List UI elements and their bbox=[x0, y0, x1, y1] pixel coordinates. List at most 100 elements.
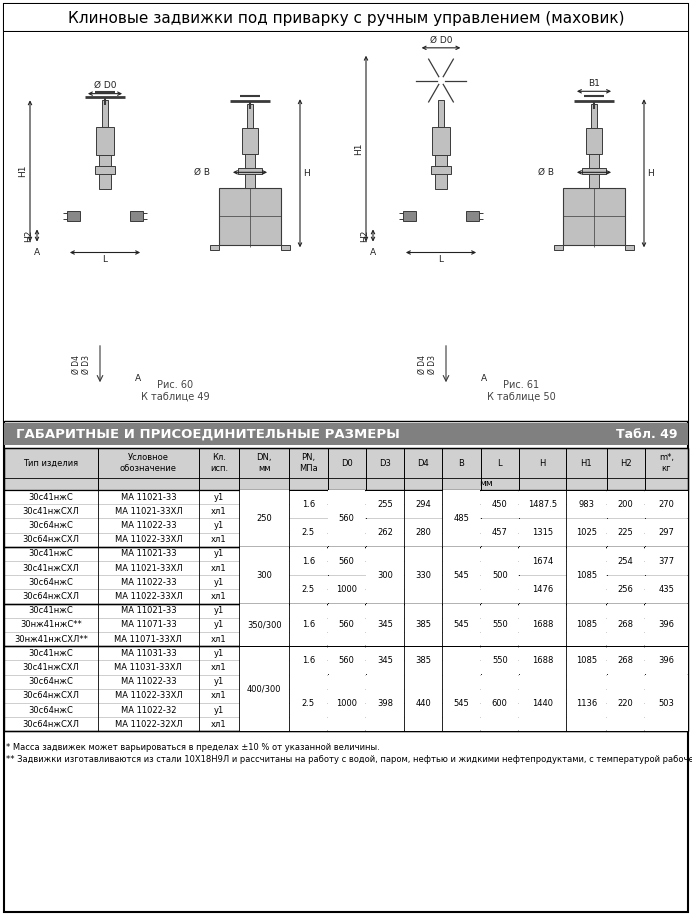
Text: МА 11022-32: МА 11022-32 bbox=[120, 705, 176, 714]
Text: у1: у1 bbox=[214, 578, 224, 587]
Text: Рис. 61
К таблице 50: Рис. 61 К таблице 50 bbox=[486, 380, 556, 402]
Bar bbox=[405, 604, 442, 646]
Bar bbox=[210, 245, 219, 250]
Text: 1674: 1674 bbox=[532, 557, 553, 565]
Text: A: A bbox=[135, 374, 141, 383]
Text: 30с41нжС: 30с41нжС bbox=[28, 493, 73, 502]
Bar bbox=[481, 518, 518, 546]
Text: 1085: 1085 bbox=[576, 620, 597, 629]
Bar bbox=[437, 100, 444, 127]
Bar bbox=[96, 127, 113, 156]
Text: мм: мм bbox=[480, 479, 493, 488]
Bar bbox=[481, 490, 518, 518]
Bar bbox=[247, 104, 253, 127]
Text: 2.5: 2.5 bbox=[302, 529, 315, 537]
Text: 30с41нжСХЛ: 30с41нжСХЛ bbox=[23, 507, 80, 516]
Bar bbox=[481, 604, 518, 646]
Text: хл1: хл1 bbox=[211, 692, 227, 701]
Text: H2: H2 bbox=[24, 229, 33, 242]
Text: 500: 500 bbox=[492, 571, 508, 580]
Bar bbox=[520, 518, 566, 546]
Text: Ø B: Ø B bbox=[538, 168, 554, 177]
Text: 385: 385 bbox=[415, 656, 431, 665]
Text: хл1: хл1 bbox=[211, 535, 227, 544]
Text: B: B bbox=[459, 459, 464, 467]
Text: Ø D4: Ø D4 bbox=[72, 354, 81, 374]
Text: МА 11022-33ХЛ: МА 11022-33ХЛ bbox=[114, 535, 182, 544]
Bar bbox=[281, 245, 291, 250]
Text: L: L bbox=[498, 459, 502, 467]
Text: 1000: 1000 bbox=[336, 585, 357, 594]
Text: DN,
мм: DN, мм bbox=[257, 453, 272, 473]
Text: 270: 270 bbox=[659, 500, 675, 508]
Bar bbox=[435, 156, 447, 189]
Circle shape bbox=[437, 76, 446, 85]
Bar bbox=[102, 100, 109, 127]
Text: 30с64нжСХЛ: 30с64нжСХЛ bbox=[22, 535, 80, 544]
Text: 30с64нжСХЛ: 30с64нжСХЛ bbox=[22, 692, 80, 701]
Text: у1: у1 bbox=[214, 521, 224, 530]
Text: 30с41нжСХЛ: 30с41нжСХЛ bbox=[23, 663, 80, 672]
Text: хл1: хл1 bbox=[211, 663, 227, 672]
Text: 268: 268 bbox=[618, 656, 634, 665]
Text: 1440: 1440 bbox=[532, 699, 553, 707]
Text: Ø D3: Ø D3 bbox=[82, 354, 91, 374]
Text: МА 11021-33ХЛ: МА 11021-33ХЛ bbox=[114, 507, 182, 516]
Text: МА 11021-33: МА 11021-33 bbox=[120, 493, 176, 502]
Bar bbox=[366, 647, 403, 674]
Bar bbox=[405, 675, 442, 731]
Text: у1: у1 bbox=[214, 493, 224, 502]
Text: МА 11022-33: МА 11022-33 bbox=[120, 578, 176, 587]
Text: 30с64нжС: 30с64нжС bbox=[28, 521, 73, 530]
Text: 30нж41нжСХЛ**: 30нж41нжСХЛ** bbox=[14, 635, 88, 644]
Bar bbox=[4, 423, 688, 445]
Text: 30с41нжСХЛ: 30с41нжСХЛ bbox=[23, 563, 80, 572]
Text: у1: у1 bbox=[214, 550, 224, 559]
Bar bbox=[366, 675, 403, 731]
Bar bbox=[586, 127, 602, 154]
Bar bbox=[366, 490, 403, 518]
Text: Условное
обозначение: Условное обозначение bbox=[120, 453, 177, 473]
Text: хл1: хл1 bbox=[211, 507, 227, 516]
Bar bbox=[328, 604, 365, 646]
Text: 600: 600 bbox=[492, 699, 508, 707]
Text: 30нж41нжС**: 30нж41нжС** bbox=[20, 620, 82, 629]
Bar bbox=[219, 188, 281, 245]
Text: Тип изделия: Тип изделия bbox=[24, 459, 78, 467]
Text: МА 11031-33ХЛ: МА 11031-33ХЛ bbox=[114, 663, 182, 672]
Bar bbox=[290, 518, 327, 546]
Text: 300: 300 bbox=[256, 571, 272, 580]
Text: 385: 385 bbox=[415, 620, 431, 629]
Text: у1: у1 bbox=[214, 705, 224, 714]
Bar bbox=[239, 547, 289, 603]
Text: хл1: хл1 bbox=[211, 635, 227, 644]
Text: у1: у1 bbox=[214, 649, 224, 658]
Text: Табл. 49: Табл. 49 bbox=[617, 428, 678, 441]
Text: у1: у1 bbox=[214, 677, 224, 686]
Bar bbox=[589, 154, 599, 188]
Bar bbox=[432, 127, 450, 156]
Bar bbox=[245, 154, 255, 188]
Bar bbox=[520, 604, 566, 646]
Bar bbox=[328, 675, 365, 731]
Bar bbox=[591, 104, 597, 127]
Bar bbox=[366, 547, 403, 603]
Text: 1.6: 1.6 bbox=[302, 656, 315, 665]
Text: 1476: 1476 bbox=[532, 585, 553, 594]
Bar bbox=[443, 547, 480, 603]
Text: 250: 250 bbox=[256, 514, 272, 523]
Text: 485: 485 bbox=[453, 514, 469, 523]
Text: 294: 294 bbox=[415, 500, 431, 508]
Bar bbox=[582, 168, 606, 174]
Bar bbox=[567, 675, 606, 731]
Text: L: L bbox=[102, 255, 107, 264]
Text: 30с64нжС: 30с64нжС bbox=[28, 677, 73, 686]
Bar bbox=[95, 166, 116, 174]
Bar bbox=[607, 675, 644, 731]
Text: A: A bbox=[34, 248, 40, 257]
Text: 545: 545 bbox=[454, 620, 469, 629]
Text: 225: 225 bbox=[618, 529, 634, 537]
Text: МА 11022-32ХЛ: МА 11022-32ХЛ bbox=[115, 720, 182, 729]
Polygon shape bbox=[111, 356, 136, 388]
Text: 30с64нжС: 30с64нжС bbox=[28, 705, 73, 714]
